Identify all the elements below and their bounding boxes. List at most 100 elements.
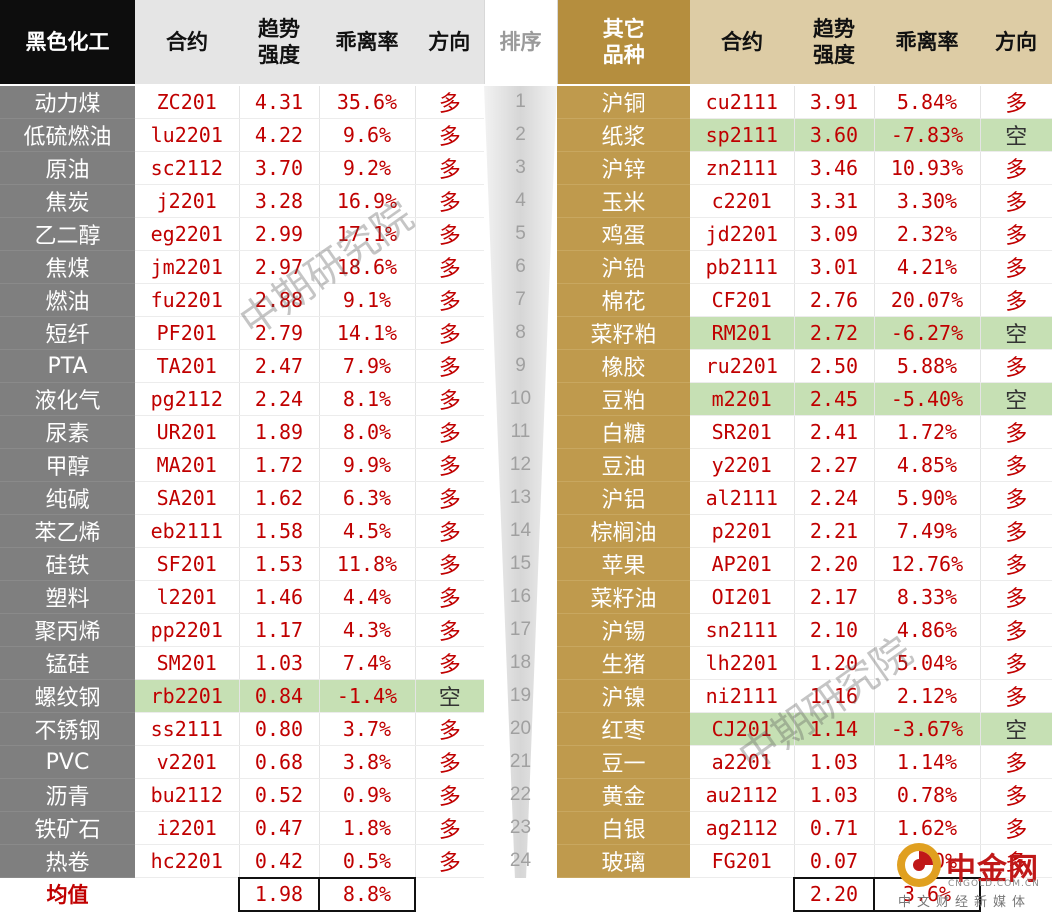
right-commodity-name: 沪铜 bbox=[557, 85, 690, 119]
left-deviation: 11.8% bbox=[319, 547, 416, 581]
table-row: 不锈钢 ss2111 0.80 3.7% 多 20 红枣 CJ201 1.14 -3.67% 空 bbox=[0, 712, 1052, 746]
right-direction: 多 bbox=[980, 613, 1052, 647]
right-commodity-name: 豆油 bbox=[557, 448, 690, 482]
table-row: 低硫燃油 lu2201 4.22 9.6% 多 2 纸浆 sp2111 3.60 -7.83% 空 bbox=[0, 118, 1052, 152]
right-deviation: 0.78% bbox=[874, 778, 981, 812]
right-deviation: 20.07% bbox=[874, 283, 981, 317]
left-trend-strength: 2.88 bbox=[239, 283, 320, 317]
left-trend-strength: 4.31 bbox=[239, 85, 320, 119]
header-left-contract: 合约 bbox=[135, 0, 239, 86]
right-direction: 多 bbox=[980, 151, 1052, 185]
table-row: 热卷 hc2201 0.42 0.5% 多 24 玻璃 FG201 0.07 0.00% 多 bbox=[0, 844, 1052, 878]
right-deviation: 2.32% bbox=[874, 217, 981, 251]
left-direction: 多 bbox=[415, 415, 484, 449]
left-trend-strength: 1.03 bbox=[239, 646, 320, 680]
right-trend-strength: 3.60 bbox=[794, 118, 875, 152]
right-commodity-name: 黄金 bbox=[557, 778, 690, 812]
left-commodity-name: 螺纹钢 bbox=[0, 679, 135, 713]
left-contract-code: PF201 bbox=[135, 316, 240, 350]
table-row: PVC v2201 0.68 3.8% 多 21 豆一 a2201 1.03 1.14% 多 bbox=[0, 745, 1052, 779]
left-deviation: 4.4% bbox=[319, 580, 416, 614]
left-direction: 多 bbox=[415, 184, 484, 218]
left-contract-code: rb2201 bbox=[135, 679, 240, 713]
right-contract-code: pb2111 bbox=[690, 250, 795, 284]
left-commodity-name: 锰硅 bbox=[0, 646, 135, 680]
right-trend-strength: 3.91 bbox=[794, 85, 875, 119]
left-trend-strength: 2.99 bbox=[239, 217, 320, 251]
table-row: 甲醇 MA201 1.72 9.9% 多 12 豆油 y2201 2.27 4.85% 多 bbox=[0, 448, 1052, 482]
right-contract-code: FG201 bbox=[690, 844, 795, 878]
right-contract-code: c2201 bbox=[690, 184, 795, 218]
header-left-deviation: 乖离率 bbox=[319, 0, 415, 86]
right-commodity-name: 豆一 bbox=[557, 745, 690, 779]
right-direction: 多 bbox=[980, 481, 1052, 515]
left-contract-code: MA201 bbox=[135, 448, 240, 482]
right-commodity-name: 生猪 bbox=[557, 646, 690, 680]
right-contract-code: AP201 bbox=[690, 547, 795, 581]
table-row: 短纤 PF201 2.79 14.1% 多 8 菜籽粕 RM201 2.72 -6.27% 空 bbox=[0, 316, 1052, 350]
left-direction: 多 bbox=[415, 646, 484, 680]
right-direction: 多 bbox=[980, 745, 1052, 779]
left-deviation: 16.9% bbox=[319, 184, 416, 218]
right-trend-strength: 3.01 bbox=[794, 250, 875, 284]
left-deviation: 1.8% bbox=[319, 811, 416, 845]
left-direction: 多 bbox=[415, 316, 484, 350]
right-deviation: -5.40% bbox=[874, 382, 981, 416]
header-right-direction: 方向 bbox=[980, 0, 1052, 86]
right-direction: 多 bbox=[980, 415, 1052, 449]
right-direction: 空 bbox=[980, 316, 1052, 350]
left-deviation: 3.7% bbox=[319, 712, 416, 746]
right-contract-code: p2201 bbox=[690, 514, 795, 548]
right-contract-code: al2111 bbox=[690, 481, 795, 515]
right-direction: 多 bbox=[980, 448, 1052, 482]
right-contract-code: ru2201 bbox=[690, 349, 795, 383]
right-direction: 多 bbox=[980, 580, 1052, 614]
right-contract-code: ni2111 bbox=[690, 679, 795, 713]
table-row: 燃油 fu2201 2.88 9.1% 多 7 棉花 CF201 2.76 20.07% 多 bbox=[0, 283, 1052, 317]
left-direction: 多 bbox=[415, 613, 484, 647]
left-contract-code: UR201 bbox=[135, 415, 240, 449]
right-direction: 多 bbox=[980, 679, 1052, 713]
left-contract-code: fu2201 bbox=[135, 283, 240, 317]
left-deviation: 8.0% bbox=[319, 415, 416, 449]
left-contract-code: SF201 bbox=[135, 547, 240, 581]
right-commodity-name: 红枣 bbox=[557, 712, 690, 746]
left-trend-strength: 2.97 bbox=[239, 250, 320, 284]
left-commodity-name: 塑料 bbox=[0, 580, 135, 614]
header-rank: 排序 bbox=[483, 0, 558, 86]
table-row: 塑料 l2201 1.46 4.4% 多 16 菜籽油 OI201 2.17 8.33% 多 bbox=[0, 580, 1052, 614]
left-direction: 多 bbox=[415, 580, 484, 614]
left-deviation: 9.1% bbox=[319, 283, 416, 317]
left-trend-strength: 1.89 bbox=[239, 415, 320, 449]
right-deviation: 1.72% bbox=[874, 415, 981, 449]
left-contract-code: lu2201 bbox=[135, 118, 240, 152]
rank-number: 22 bbox=[509, 784, 532, 805]
left-commodity-name: 不锈钢 bbox=[0, 712, 135, 746]
left-commodity-name: 焦炭 bbox=[0, 184, 135, 218]
header-right-deviation: 乖离率 bbox=[874, 0, 980, 86]
left-direction: 多 bbox=[415, 778, 484, 812]
right-contract-code: zn2111 bbox=[690, 151, 795, 185]
right-contract-code: sp2111 bbox=[690, 118, 795, 152]
left-commodity-name: 焦煤 bbox=[0, 250, 135, 284]
table-row: 纯碱 SA201 1.62 6.3% 多 13 沪铝 al2111 2.24 5.90% 多 bbox=[0, 481, 1052, 515]
left-deviation: 0.5% bbox=[319, 844, 416, 878]
right-trend-strength: 0.71 bbox=[794, 811, 875, 845]
right-trend-strength: 2.20 bbox=[794, 547, 875, 581]
average-left-dir-blank bbox=[415, 877, 484, 911]
left-trend-strength: 0.84 bbox=[239, 679, 320, 713]
table-row: 铁矿石 i2201 0.47 1.8% 多 23 白银 ag2112 0.71 1.62% 多 bbox=[0, 811, 1052, 845]
right-direction: 空 bbox=[980, 382, 1052, 416]
rank-number: 12 bbox=[509, 454, 532, 475]
right-deviation: 5.04% bbox=[874, 646, 981, 680]
right-direction: 多 bbox=[980, 85, 1052, 119]
right-contract-code: m2201 bbox=[690, 382, 795, 416]
left-direction: 多 bbox=[415, 250, 484, 284]
average-rank-blank bbox=[484, 877, 557, 911]
right-deviation: 5.88% bbox=[874, 349, 981, 383]
right-direction: 多 bbox=[980, 184, 1052, 218]
left-commodity-name: 液化气 bbox=[0, 382, 135, 416]
left-direction: 多 bbox=[415, 283, 484, 317]
left-direction: 多 bbox=[415, 118, 484, 152]
right-commodity-name: 沪镍 bbox=[557, 679, 690, 713]
